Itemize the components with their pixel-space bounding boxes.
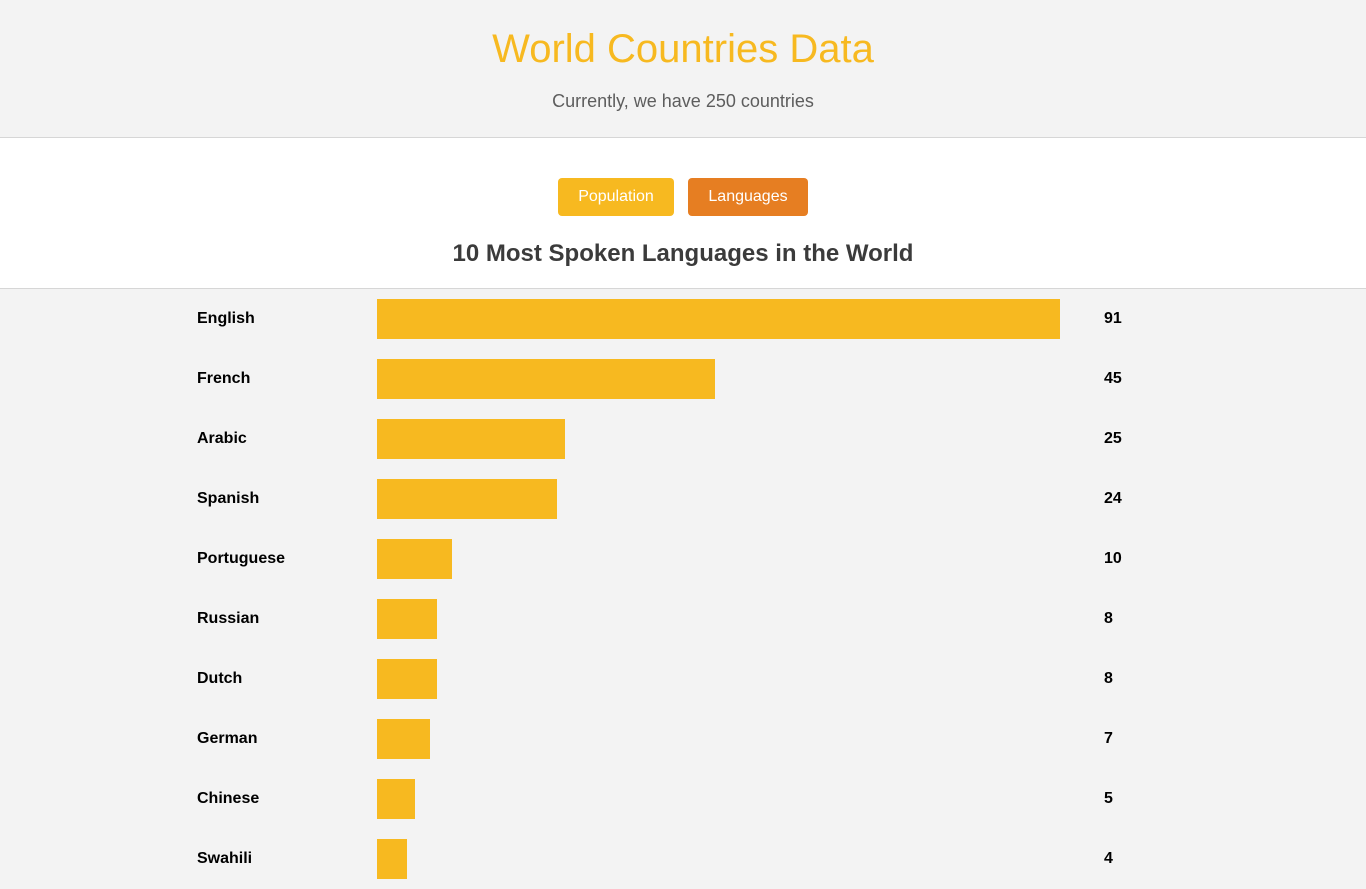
bar-row: French 45 xyxy=(0,359,1366,399)
bar-row: Dutch 8 xyxy=(0,659,1366,699)
page-title: World Countries Data xyxy=(492,27,874,71)
bar xyxy=(377,479,557,519)
bar-value: 4 xyxy=(1104,850,1113,867)
bar xyxy=(377,419,565,459)
population-button[interactable]: Population xyxy=(558,178,674,216)
page-header: World Countries Data Currently, we have … xyxy=(0,0,1366,138)
bar-value: 5 xyxy=(1104,790,1113,807)
bar-label: Spanish xyxy=(197,490,260,507)
bar-label: Dutch xyxy=(197,670,243,687)
bar-label: Russian xyxy=(197,610,260,627)
bar-value: 8 xyxy=(1104,670,1113,687)
bar-value: 10 xyxy=(1104,550,1122,567)
bar-value: 45 xyxy=(1104,370,1122,387)
bar-label: French xyxy=(197,370,251,387)
languages-bar-chart: English 91 French 45 Arabic 25 Spanish 24 Portug… xyxy=(0,289,1366,889)
bar-row: Spanish 24 xyxy=(0,479,1366,519)
page-subtitle: Currently, we have 250 countries xyxy=(552,91,814,111)
bar-value: 25 xyxy=(1104,430,1122,447)
bar-label: Portuguese xyxy=(197,550,286,567)
bar-label: Chinese xyxy=(197,790,260,807)
bar-label: Arabic xyxy=(197,430,247,447)
graph-title: 10 Most Spoken Languages in the World xyxy=(452,240,914,267)
bar xyxy=(377,359,715,399)
bar-label: English xyxy=(197,310,255,327)
bar-row: Russian 8 xyxy=(0,599,1366,639)
bar-label: German xyxy=(197,730,258,747)
bar-value: 8 xyxy=(1104,610,1113,627)
bar-row: Swahili 4 xyxy=(0,839,1366,879)
bar-row: Arabic 25 xyxy=(0,419,1366,459)
bar xyxy=(377,719,430,759)
bar-value: 91 xyxy=(1104,310,1122,327)
bar-label: Swahili xyxy=(197,850,253,867)
bar xyxy=(377,659,437,699)
bar-value: 24 xyxy=(1104,490,1122,507)
bar xyxy=(377,299,1060,339)
bar-row: English 91 xyxy=(0,299,1366,339)
controls-section: Population Languages 10 Most Spoken Lang… xyxy=(0,138,1366,289)
bar xyxy=(377,539,452,579)
bar-row: German 7 xyxy=(0,719,1366,759)
bar-value: 7 xyxy=(1104,730,1113,747)
button-group: Population Languages xyxy=(0,178,1366,216)
bar xyxy=(377,599,437,639)
bar xyxy=(377,779,415,819)
bar-row: Chinese 5 xyxy=(0,779,1366,819)
bar xyxy=(377,839,407,879)
languages-button[interactable]: Languages xyxy=(688,178,808,216)
bar-row: Portuguese 10 xyxy=(0,539,1366,579)
